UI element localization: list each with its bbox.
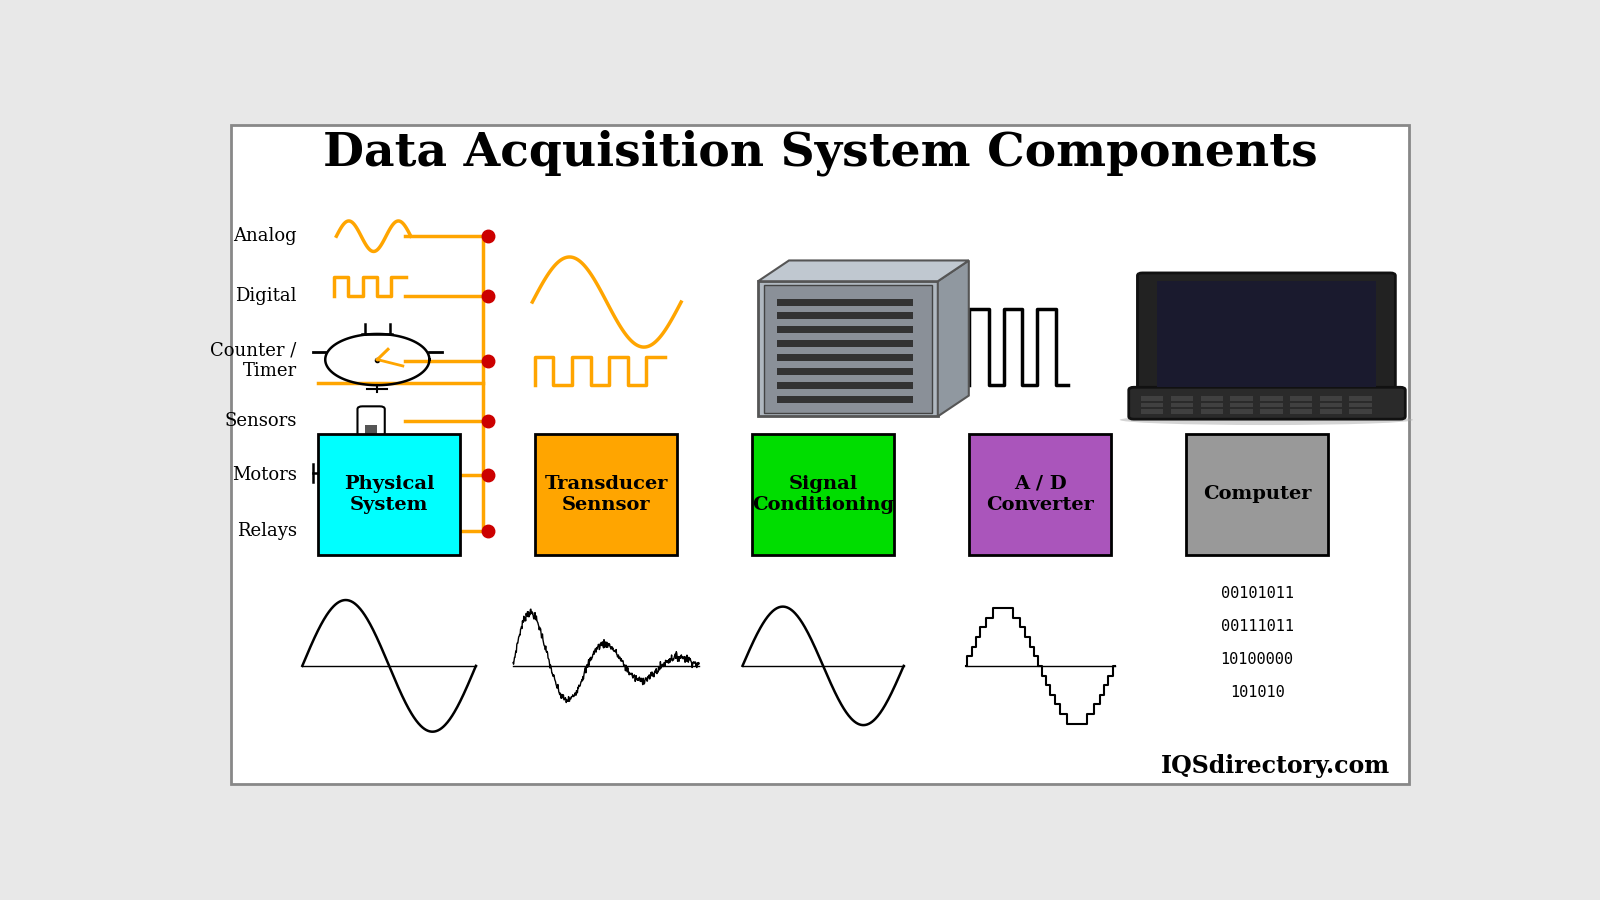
Bar — [365, 425, 378, 446]
Text: A / D
Converter: A / D Converter — [986, 475, 1094, 514]
FancyBboxPatch shape — [357, 406, 384, 448]
Bar — [1171, 409, 1194, 414]
Bar — [1186, 434, 1328, 555]
Bar — [1141, 396, 1163, 401]
Bar — [1200, 402, 1222, 408]
Bar — [765, 284, 931, 413]
Text: 10100000: 10100000 — [1221, 652, 1294, 667]
Bar — [1349, 396, 1371, 401]
Bar — [776, 327, 914, 333]
Bar — [1157, 281, 1376, 387]
Bar — [1320, 396, 1342, 401]
Bar — [776, 312, 914, 319]
FancyBboxPatch shape — [1128, 387, 1405, 419]
Bar — [776, 299, 914, 305]
Bar — [1171, 396, 1194, 401]
Bar — [1230, 409, 1253, 414]
Bar — [1141, 409, 1163, 414]
Text: Transducer
Sennsor: Transducer Sennsor — [544, 475, 667, 514]
Bar — [1349, 409, 1371, 414]
Bar — [1171, 402, 1194, 408]
Text: Motors: Motors — [232, 466, 296, 484]
Bar — [1290, 402, 1312, 408]
Text: 00111011: 00111011 — [1221, 619, 1294, 634]
Circle shape — [349, 436, 394, 462]
Bar — [1261, 409, 1283, 414]
Text: Data Acquisition System Components: Data Acquisition System Components — [323, 130, 1317, 176]
Bar — [1320, 402, 1342, 408]
Polygon shape — [938, 260, 970, 417]
Bar — [1141, 402, 1163, 408]
Bar — [752, 434, 894, 555]
Bar — [318, 434, 461, 555]
FancyBboxPatch shape — [758, 281, 938, 417]
Bar — [1349, 402, 1371, 408]
Text: Digital: Digital — [235, 287, 296, 305]
Bar — [776, 368, 914, 374]
Ellipse shape — [1120, 415, 1413, 425]
Bar — [1230, 396, 1253, 401]
Text: Sensors: Sensors — [224, 412, 296, 430]
Bar — [1290, 396, 1312, 401]
Bar — [776, 340, 914, 347]
Text: Computer: Computer — [1203, 485, 1312, 503]
Bar — [1320, 409, 1342, 414]
Bar — [534, 434, 677, 555]
Bar — [776, 354, 914, 361]
Circle shape — [326, 531, 349, 544]
Text: Relays: Relays — [237, 522, 296, 540]
FancyBboxPatch shape — [1138, 273, 1395, 400]
Bar — [1290, 409, 1312, 414]
Text: 101010: 101010 — [1230, 686, 1285, 700]
Text: Counter /
Timer: Counter / Timer — [210, 341, 296, 381]
Bar — [1200, 396, 1222, 401]
Bar — [776, 382, 914, 389]
Bar — [1200, 409, 1222, 414]
Bar — [1261, 402, 1283, 408]
Text: 00101011: 00101011 — [1221, 586, 1294, 600]
Text: Analog: Analog — [234, 227, 296, 245]
Text: IQSdirectory.com: IQSdirectory.com — [1162, 754, 1390, 778]
Text: Physical
System: Physical System — [344, 475, 434, 514]
Polygon shape — [758, 260, 970, 281]
Bar — [1261, 396, 1283, 401]
Text: Signal
Conditioning: Signal Conditioning — [752, 475, 894, 514]
Bar — [333, 462, 406, 490]
Bar — [970, 434, 1112, 555]
Bar — [1230, 402, 1253, 408]
Bar — [776, 396, 914, 402]
